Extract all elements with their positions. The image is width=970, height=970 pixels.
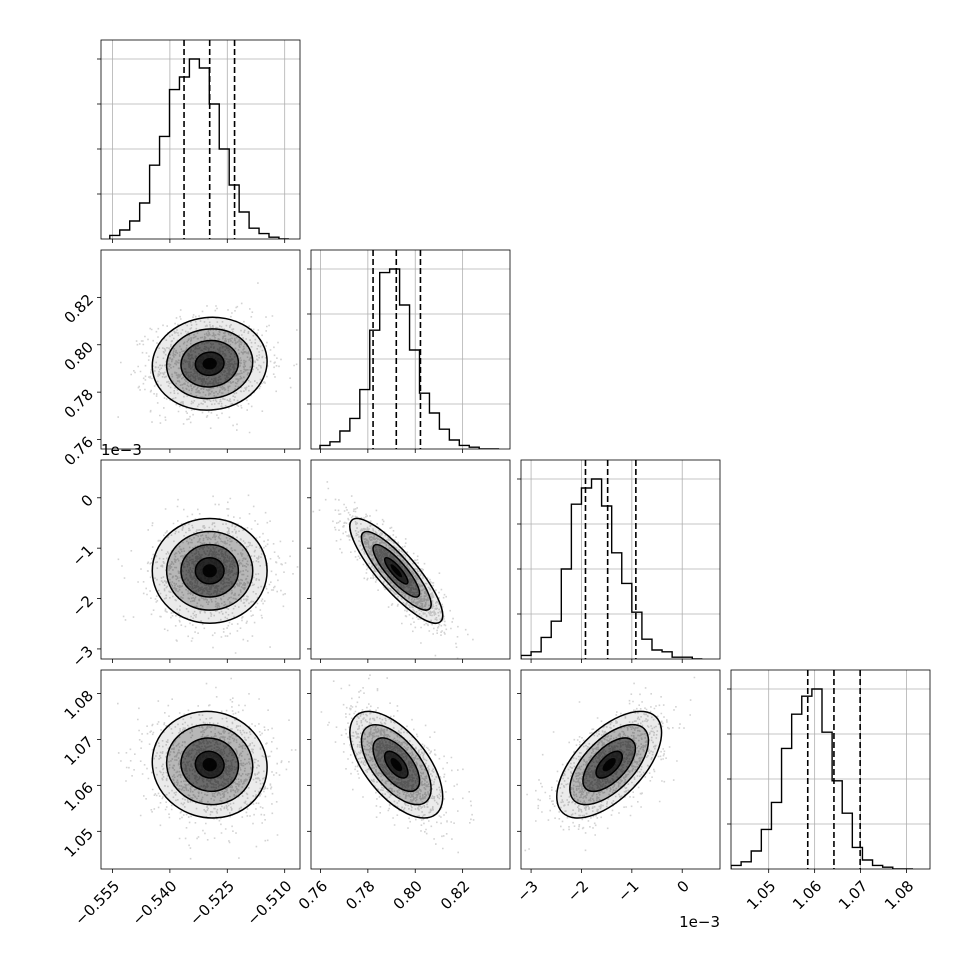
- pair-panel-2-1: [307, 459, 511, 663]
- histogram-panel-3: [727, 669, 931, 873]
- x-tick-label: 1.07: [835, 877, 871, 913]
- contour-line: [194, 556, 225, 585]
- density-core: [390, 564, 403, 578]
- contour-line: [349, 710, 444, 819]
- contour-line: [383, 556, 409, 585]
- x-tick-label: 1.06: [789, 877, 825, 913]
- contour-line: [151, 316, 268, 411]
- y-tick-label: 0: [78, 491, 97, 510]
- contour-line: [569, 723, 650, 806]
- contour-line: [151, 710, 268, 819]
- histogram-panel-1: [307, 249, 511, 453]
- density-core: [202, 564, 217, 578]
- x-tick-label: −0.555: [71, 877, 123, 929]
- pair-panel-3-2: [517, 669, 721, 873]
- panel-frame: [310, 669, 511, 870]
- y-tick-label: 0.80: [61, 338, 97, 374]
- panel-frame: [100, 669, 301, 870]
- y-tick-label: −1: [69, 541, 97, 569]
- panel-frame: [730, 669, 931, 870]
- histogram-bars: [319, 268, 500, 449]
- x-tick-label: −1: [614, 877, 642, 905]
- panel-frame: [310, 459, 511, 660]
- y-tick-label: −2: [69, 592, 97, 620]
- histogram-bars: [521, 478, 703, 659]
- x-tick-label: 0.80: [390, 877, 426, 913]
- pair-plot-area: [117, 282, 298, 434]
- contour-line: [595, 750, 624, 779]
- contour-line: [165, 530, 254, 611]
- pair-plot-area: [117, 677, 297, 860]
- x-tick-label: −0.540: [129, 877, 181, 929]
- pair-plot-area: [524, 676, 696, 852]
- pair-plot-area: [117, 494, 299, 654]
- x-tick-label: −2: [564, 877, 592, 905]
- histogram-bars: [731, 688, 913, 869]
- y-tick-label: 1.07: [61, 733, 97, 769]
- y-tick-label: 1.08: [61, 687, 97, 723]
- pair-panel-2-0: [97, 459, 301, 663]
- pair-plot-area: [312, 481, 474, 659]
- panel-frame: [520, 669, 721, 870]
- contour-line: [349, 517, 444, 624]
- contour-line: [372, 543, 421, 598]
- y-tick-label: 1.05: [61, 825, 97, 861]
- y-tick-label: 0.76: [61, 433, 97, 469]
- contour-line: [194, 351, 225, 377]
- histogram-panel-0: [97, 39, 301, 243]
- contour-line: [194, 750, 225, 779]
- panel-frame: [100, 39, 301, 240]
- contour-line: [165, 328, 254, 400]
- x-tick-label: −0.525: [186, 877, 238, 929]
- x-tick-label: −3: [513, 877, 541, 905]
- contour-line: [360, 530, 432, 611]
- contour-line: [360, 723, 432, 806]
- panel-frame: [100, 249, 301, 450]
- pair-plot-area: [320, 674, 475, 869]
- contour-line: [556, 710, 663, 819]
- y-tick-label: 1.06: [61, 779, 97, 815]
- pair-panel-1-0: [97, 249, 301, 453]
- y-tick-label: 0.78: [61, 385, 97, 421]
- x-tick-label: 0: [673, 877, 692, 896]
- x-offset-text: 1e−3: [679, 913, 720, 931]
- contour-line: [165, 723, 254, 806]
- pair-panel-3-0: [97, 669, 301, 873]
- contour-line: [383, 750, 409, 779]
- x-tick-label: 0.76: [295, 877, 331, 913]
- density-core: [202, 357, 217, 370]
- panel-frame: [310, 249, 511, 450]
- contour-line: [180, 737, 240, 793]
- contour-line: [180, 543, 240, 598]
- panel-frame: [100, 459, 301, 660]
- contour-line: [180, 339, 240, 388]
- x-tick-label: 0.78: [342, 877, 378, 913]
- x-tick-label: 1.05: [743, 877, 779, 913]
- contour-line: [151, 517, 268, 624]
- contour-line: [582, 737, 637, 793]
- density-core: [390, 758, 403, 772]
- x-tick-label: 1.08: [881, 877, 917, 913]
- y-offset-text: 1e−3: [101, 441, 142, 459]
- histogram-bars: [109, 58, 289, 239]
- y-tick-label: −3: [69, 642, 97, 670]
- histogram-panel-2: [517, 459, 721, 663]
- density-core: [602, 758, 616, 772]
- contour-line: [372, 737, 421, 793]
- density-core: [202, 758, 217, 772]
- y-tick-label: 0.82: [61, 291, 97, 327]
- panel-frame: [520, 459, 721, 660]
- x-tick-label: 0.82: [437, 877, 473, 913]
- pair-panel-3-1: [307, 669, 511, 873]
- x-tick-label: −0.510: [243, 877, 295, 929]
